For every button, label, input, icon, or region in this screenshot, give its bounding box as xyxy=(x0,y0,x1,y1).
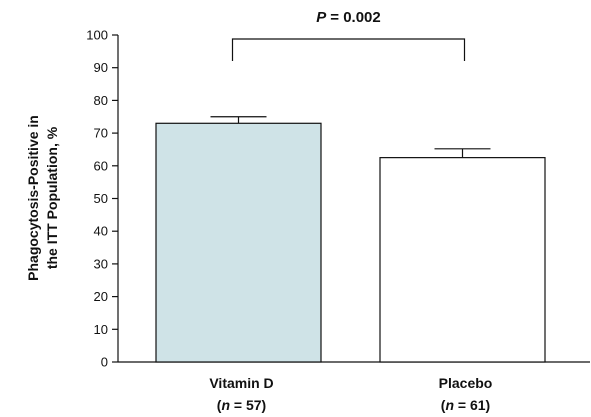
y-axis-title-line-1: Phagocytosis-Positive in xyxy=(25,115,41,281)
y-tick-label: 50 xyxy=(94,191,108,206)
y-tick-label: 100 xyxy=(86,28,108,43)
y-axis: 0 10 20 30 40 50 60 70 80 90 100 xyxy=(86,28,119,370)
y-tick-label: 90 xyxy=(94,60,108,75)
category-n-label: (n = 61) xyxy=(441,397,490,413)
y-tick-label: 80 xyxy=(94,93,108,108)
significance-label: P = 0.002 xyxy=(316,9,380,26)
significance-p-letter: P xyxy=(316,9,327,26)
bar-vitamin-d xyxy=(155,122,322,363)
y-tick-label: 10 xyxy=(94,322,108,337)
y-tick-label: 60 xyxy=(94,158,108,173)
y-tick-label: 70 xyxy=(94,126,108,141)
y-tick-label: 0 xyxy=(101,355,108,370)
y-tick-label: 20 xyxy=(94,289,108,304)
category-n-label: (n = 57) xyxy=(217,397,266,413)
significance-p-value: = 0.002 xyxy=(330,9,380,26)
bar-placebo xyxy=(379,157,546,363)
bars-group xyxy=(155,116,546,363)
significance-bracket-line xyxy=(231,38,466,61)
y-axis-title: Phagocytosis-Positive in the ITT Populat… xyxy=(25,115,60,281)
category-label: Placebo xyxy=(439,375,493,391)
y-tick-label: 40 xyxy=(94,224,108,239)
y-tick-label: 30 xyxy=(94,256,108,271)
category-labels: Vitamin D (n = 57) Placebo (n = 61) xyxy=(209,375,492,413)
y-axis-title-line-2: the ITT Population, % xyxy=(44,126,60,269)
category-label: Vitamin D xyxy=(209,375,273,391)
significance-bracket: P = 0.002 xyxy=(231,9,466,61)
